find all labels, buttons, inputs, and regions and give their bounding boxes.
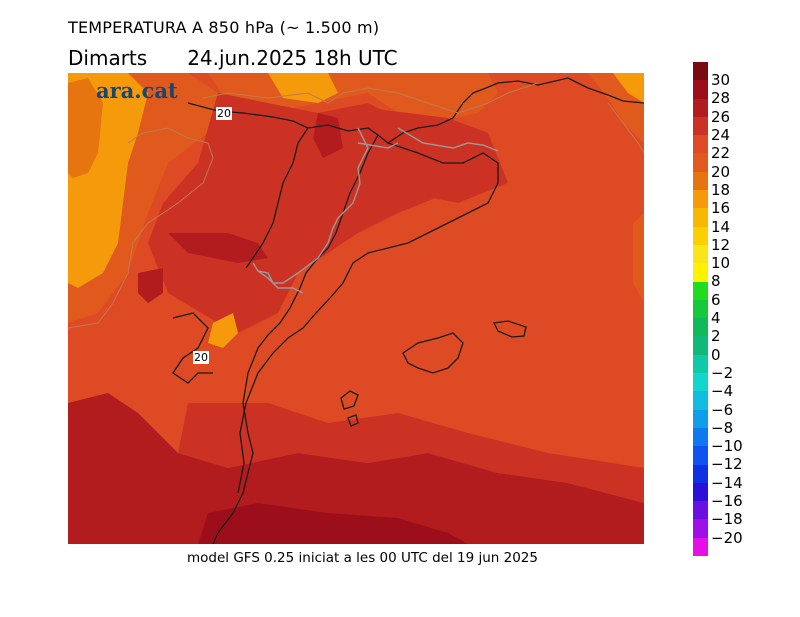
legend-label: 4 (711, 309, 721, 328)
field-24-26-spot (138, 268, 163, 303)
legend-swatch (693, 446, 708, 465)
regional-borders (252, 127, 499, 294)
field-26-28-south (198, 503, 468, 544)
legend-label: 14 (711, 217, 731, 236)
legend-swatch (693, 391, 708, 410)
legend-label: 26 (711, 107, 731, 126)
field-14-16-west (68, 78, 103, 178)
brand-logo: ara.cat (96, 78, 178, 103)
inland-border (245, 127, 309, 269)
temperature-legend-bar (693, 62, 711, 557)
field-16-18-ne (613, 73, 644, 103)
legend-label: 28 (711, 89, 731, 108)
legend-swatch (693, 208, 708, 227)
legend-label: 20 (711, 162, 731, 181)
field-22-24-south (178, 403, 644, 503)
legend-label: 24 (711, 126, 731, 145)
contour-20-north (202, 82, 539, 114)
legend-label: 10 (711, 254, 731, 273)
field-22-24-center (148, 93, 468, 333)
legend-swatch (693, 299, 708, 319)
coastlines (172, 77, 644, 544)
field-24-26-south (68, 393, 644, 544)
legend-swatch (693, 226, 708, 245)
legend-swatch (693, 190, 708, 209)
legend-label: 2 (711, 327, 721, 346)
field-24-26-sw (68, 403, 118, 513)
map-title: TEMPERATURA A 850 hPa (~ 1.500 m) (68, 18, 380, 37)
legend-label: −2 (711, 363, 734, 382)
regional-border-east (397, 127, 499, 152)
contour-20-west (68, 127, 214, 329)
field-24-26-north (313, 113, 343, 158)
legend-swatch (693, 98, 708, 117)
legend-swatch (693, 354, 708, 374)
legend-swatch (693, 336, 708, 355)
field-18-20-east (633, 213, 644, 303)
field-18-20-inland (208, 313, 238, 348)
contour-label: 20 (193, 351, 209, 364)
legend-label: 8 (711, 272, 721, 291)
legend-swatch (693, 537, 708, 557)
menorca-island (493, 320, 527, 338)
legend-swatch (693, 135, 708, 154)
legend-swatch (693, 373, 708, 392)
ibiza-island (340, 390, 359, 410)
legend-swatch (693, 116, 708, 136)
forecast-date: 24.jun.2025 18h UTC (187, 46, 398, 70)
legend-swatch (693, 318, 708, 337)
legend-label: −6 (711, 400, 734, 419)
legend-swatch (693, 464, 708, 483)
legend-swatch (693, 409, 708, 428)
north-coast-border (187, 77, 644, 144)
forecast-datetime: Dimarts 24.jun.2025 18h UTC (68, 46, 398, 70)
field-24-26-streak (168, 233, 268, 263)
legend-swatch (693, 62, 708, 81)
model-info: model GFS 0.25 iniciat a les 00 UTC del … (187, 550, 538, 566)
legend-label: 30 (711, 71, 731, 90)
regional-border-west (252, 127, 369, 284)
legend-label: −10 (711, 437, 743, 456)
temperature-field (68, 73, 644, 544)
legend-swatch (693, 281, 708, 300)
legend-swatch (693, 482, 708, 502)
legend-swatch (693, 244, 708, 264)
legend-label: 22 (711, 144, 731, 163)
mallorca-island (402, 332, 464, 374)
legend-label: −18 (711, 510, 743, 529)
west-coast-line (212, 134, 379, 544)
legend-swatch (693, 501, 708, 520)
legend-label: 0 (711, 345, 721, 364)
legend-label: −4 (711, 382, 734, 401)
legend-label: −8 (711, 418, 734, 437)
contour-20-ne (607, 102, 644, 154)
contour-label: 20 (216, 107, 232, 120)
legend-label: 6 (711, 290, 721, 309)
east-coast-line (237, 142, 499, 494)
legend-swatch (693, 153, 708, 172)
legend-swatch (693, 427, 708, 447)
forecast-day: Dimarts (68, 46, 148, 70)
legend-label: 12 (711, 235, 731, 254)
coast-inlet (172, 312, 213, 384)
regional-border-south (257, 270, 304, 294)
contour-lines-20 (68, 82, 644, 329)
legend-label: −12 (711, 455, 743, 474)
legend-label: 18 (711, 180, 731, 199)
formentera-island (347, 414, 359, 427)
legend-label: −16 (711, 492, 743, 511)
legend-swatch (693, 263, 708, 282)
legend-label: 16 (711, 199, 731, 218)
legend-label: −20 (711, 528, 743, 547)
legend-swatch (693, 519, 708, 538)
regional-border-north (357, 142, 399, 149)
legend-swatch (693, 80, 708, 99)
legend-swatch (693, 171, 708, 191)
legend-label: −14 (711, 473, 743, 492)
temperature-map (68, 73, 644, 544)
